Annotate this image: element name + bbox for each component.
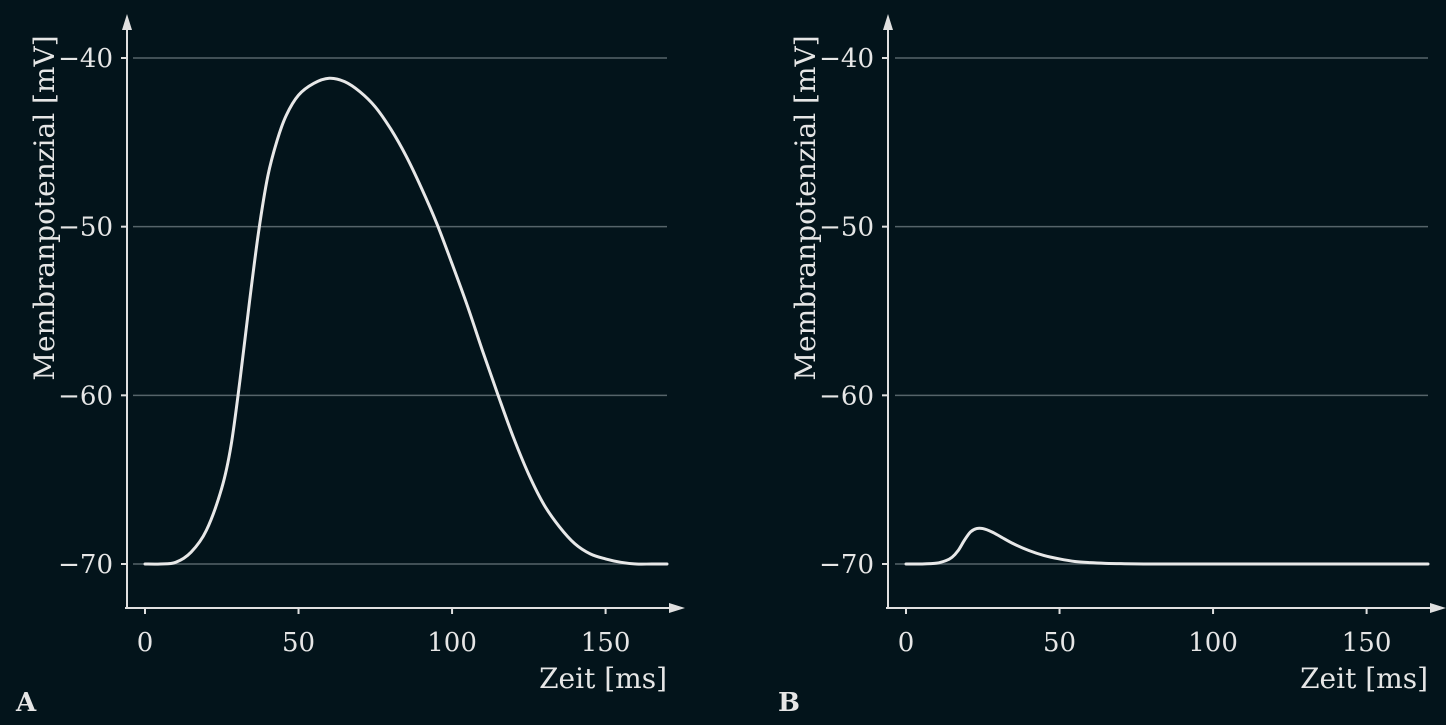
y-tick-label: −60 — [58, 381, 113, 411]
x-axis-arrow — [669, 603, 685, 613]
x-tick-label: 100 — [427, 628, 477, 658]
y-tick-label: −70 — [58, 550, 113, 580]
y-tick-label: −50 — [58, 213, 113, 243]
y-tick-label: −40 — [58, 44, 113, 74]
x-tick-label: 0 — [898, 628, 915, 658]
panel-b: −40 −50 −60 −70 0 50 100 150 Zeit [ms] Membranpot… — [778, 14, 1446, 718]
x-tick-label: 100 — [1188, 628, 1238, 658]
y-tick-label: −70 — [819, 550, 874, 580]
series-line — [143, 76, 669, 566]
x-tick-label: 150 — [581, 628, 631, 658]
x-tick-label: 50 — [1043, 628, 1076, 658]
x-axis-arrow — [1430, 603, 1446, 613]
panel-a: −40 −50 −60 −70 0 50 100 150 Zeit [ms] Membranpot… — [15, 14, 685, 718]
x-tick-label: 50 — [282, 628, 315, 658]
panel-label: B — [778, 688, 800, 718]
x-tick-label: 0 — [137, 628, 154, 658]
x-axis-title: Zeit [ms] — [539, 662, 667, 695]
series-line — [904, 526, 1430, 566]
y-tick-label: −60 — [819, 381, 874, 411]
y-tick-label: −50 — [819, 213, 874, 243]
panel-label: A — [15, 688, 37, 718]
y-axis-arrow — [122, 14, 132, 30]
y-tick-label: −40 — [819, 44, 874, 74]
y-axis-title: Membranpotenzial [mV] — [789, 35, 822, 380]
y-axis-arrow — [883, 14, 893, 30]
x-axis-title: Zeit [ms] — [1300, 662, 1428, 695]
x-tick-label: 150 — [1342, 628, 1392, 658]
y-axis-title: Membranpotenzial [mV] — [28, 35, 61, 380]
